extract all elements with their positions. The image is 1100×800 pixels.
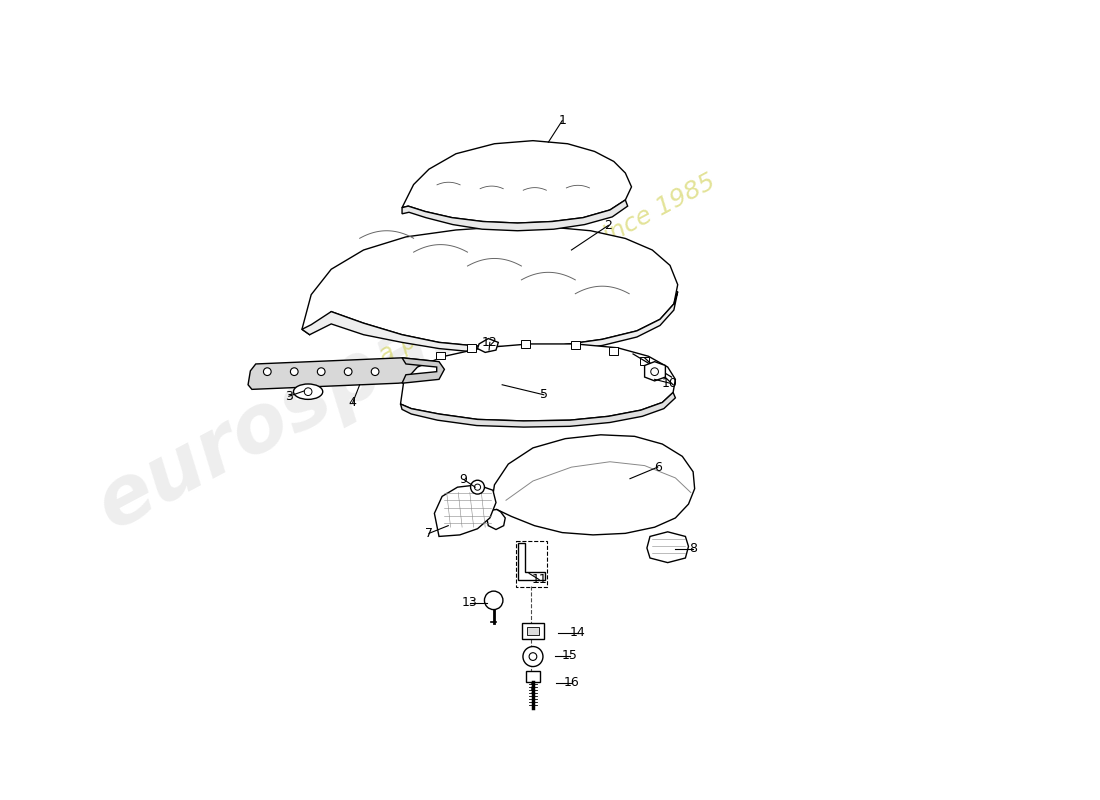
Polygon shape (301, 227, 678, 347)
FancyBboxPatch shape (640, 357, 649, 365)
FancyBboxPatch shape (609, 347, 618, 354)
Text: 2: 2 (605, 219, 613, 232)
Text: 6: 6 (653, 461, 661, 474)
Circle shape (318, 368, 326, 375)
FancyBboxPatch shape (527, 627, 539, 635)
Text: 15: 15 (562, 650, 578, 662)
Text: 13: 13 (462, 596, 477, 609)
FancyBboxPatch shape (436, 352, 446, 359)
Polygon shape (403, 200, 628, 230)
Circle shape (305, 388, 312, 395)
Ellipse shape (294, 384, 322, 399)
Polygon shape (403, 141, 631, 223)
Text: 5: 5 (540, 388, 548, 402)
Text: 10: 10 (662, 377, 678, 390)
Text: 9: 9 (460, 473, 467, 486)
Polygon shape (517, 542, 546, 579)
FancyBboxPatch shape (520, 340, 530, 348)
Polygon shape (400, 344, 675, 421)
Polygon shape (403, 358, 444, 383)
Circle shape (264, 368, 272, 375)
Circle shape (529, 653, 537, 661)
Circle shape (372, 368, 378, 375)
FancyBboxPatch shape (526, 671, 540, 682)
Polygon shape (301, 291, 678, 353)
Text: 14: 14 (570, 626, 585, 639)
Polygon shape (645, 362, 665, 381)
Circle shape (290, 368, 298, 375)
Text: 12: 12 (482, 336, 497, 349)
FancyBboxPatch shape (571, 341, 580, 349)
Polygon shape (477, 338, 498, 353)
Text: eurospares: eurospares (84, 238, 570, 546)
Circle shape (651, 368, 659, 375)
Text: a passion for parts since 1985: a passion for parts since 1985 (374, 170, 719, 368)
Text: 4: 4 (349, 396, 356, 409)
Circle shape (474, 484, 481, 490)
Text: 1: 1 (559, 114, 566, 127)
Circle shape (522, 646, 543, 666)
Polygon shape (249, 358, 442, 390)
FancyBboxPatch shape (522, 623, 543, 639)
Text: 16: 16 (563, 676, 580, 690)
Polygon shape (491, 435, 695, 535)
Text: 11: 11 (531, 573, 547, 586)
Circle shape (344, 368, 352, 375)
Text: 7: 7 (425, 527, 433, 540)
Polygon shape (434, 485, 496, 537)
Polygon shape (647, 532, 689, 562)
Circle shape (484, 591, 503, 610)
FancyBboxPatch shape (466, 344, 476, 352)
Circle shape (471, 480, 484, 494)
Polygon shape (400, 393, 675, 427)
Polygon shape (486, 510, 505, 530)
Text: 8: 8 (689, 542, 697, 555)
Text: 3: 3 (285, 390, 293, 403)
